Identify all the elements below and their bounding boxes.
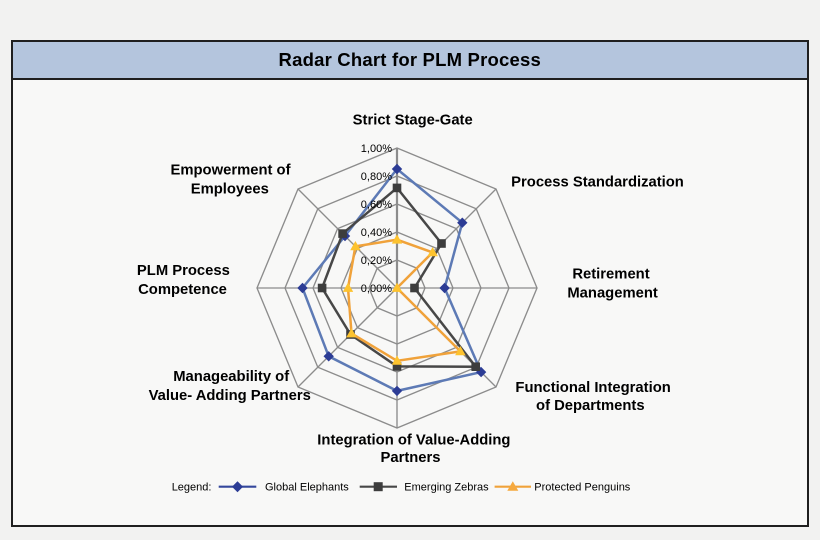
- svg-text:Functional Integration: Functional Integration: [515, 380, 670, 396]
- svg-text:of Departments: of Departments: [536, 398, 645, 414]
- svg-text:Legend:: Legend:: [172, 482, 212, 494]
- svg-text:Process Standardization: Process Standardization: [511, 175, 684, 191]
- svg-text:Management: Management: [567, 286, 658, 302]
- svg-text:Global Elephants: Global Elephants: [265, 482, 349, 494]
- svg-text:Emerging Zebras: Emerging Zebras: [404, 482, 489, 494]
- svg-text:Manageability of: Manageability of: [173, 369, 289, 385]
- svg-text:0,60%: 0,60%: [361, 199, 392, 211]
- svg-text:0,40%: 0,40%: [361, 227, 392, 239]
- svg-text:0,00%: 0,00%: [361, 283, 392, 295]
- svg-text:0,20%: 0,20%: [361, 255, 392, 267]
- svg-text:Protected Penguins: Protected Penguins: [534, 482, 631, 494]
- svg-text:Value- Adding Partners: Value- Adding Partners: [149, 388, 311, 404]
- svg-text:1,00%: 1,00%: [361, 143, 392, 155]
- svg-text:Retirement: Retirement: [572, 267, 649, 283]
- svg-text:Competence: Competence: [138, 282, 227, 298]
- svg-text:Strict Stage-Gate: Strict Stage-Gate: [353, 113, 473, 129]
- svg-text:Partners: Partners: [380, 450, 440, 466]
- svg-text:Employees: Employees: [191, 182, 269, 198]
- svg-text:Integration of Value-Adding: Integration of Value-Adding: [317, 433, 510, 449]
- svg-text:0,80%: 0,80%: [361, 171, 392, 183]
- svg-text:Empowerment of: Empowerment of: [170, 163, 290, 179]
- svg-text:PLM Process: PLM Process: [137, 263, 230, 279]
